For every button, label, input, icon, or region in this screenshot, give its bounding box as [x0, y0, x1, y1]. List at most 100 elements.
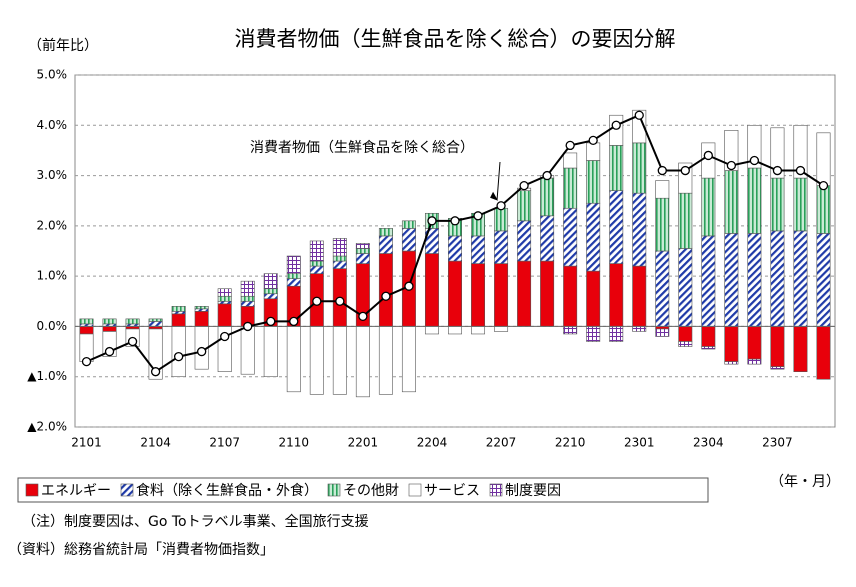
bar-segment: [517, 260, 532, 327]
bar-segment: [793, 230, 808, 327]
bar-segment: [609, 114, 624, 146]
bar-segment: [816, 233, 831, 327]
bar-segment: [217, 303, 232, 327]
bar-segment: [378, 326, 393, 395]
bar-segment: [816, 132, 831, 186]
bar-segment: [194, 308, 209, 312]
x-tick-label: 2301: [624, 436, 655, 450]
legend-swatch: [408, 483, 422, 497]
cpi-marker: [150, 367, 161, 377]
bar-segment: [378, 228, 393, 237]
legend-swatch: [25, 483, 39, 497]
bar-segment: [586, 270, 601, 327]
cpi-marker: [404, 281, 414, 291]
cpi-marker: [81, 356, 92, 367]
cpi-marker: [680, 165, 690, 176]
bar-segment: [678, 341, 693, 347]
bar-segment: [424, 253, 439, 327]
x-tick-label: 2304: [693, 436, 724, 450]
cpi-marker: [542, 170, 552, 181]
bar-segment: [355, 253, 370, 264]
bar-segment: [609, 326, 624, 342]
bar-segment: [355, 243, 370, 249]
bar-segment: [724, 130, 739, 171]
bar-segment: [632, 192, 647, 267]
bar-segment: [793, 177, 808, 232]
bar-segment: [471, 326, 486, 335]
bar-segment: [332, 255, 347, 262]
cpi-marker: [381, 291, 391, 301]
bar-segment: [701, 346, 716, 350]
note: （注）制度要因は、Go Toトラベル事業、全国旅行支援: [22, 513, 369, 530]
line-annotation: 消費者物価（生鮮食品を除く総合）: [250, 139, 474, 156]
bar-segment: [401, 326, 416, 393]
x-tick-label: 2307: [762, 436, 793, 450]
x-tick-label: 2204: [417, 436, 448, 450]
bar-segment: [448, 260, 462, 327]
cpi-marker: [289, 316, 299, 327]
bar-segment: [655, 180, 670, 199]
cpi-marker: [173, 351, 184, 362]
bar-segment: [471, 235, 486, 264]
bar-segment: [816, 185, 831, 234]
bar-segment: [701, 142, 716, 179]
y-tick-label: ▲2.0%: [27, 420, 67, 434]
legend-label: 食料（除く生鮮食品・外食）: [136, 482, 318, 499]
bar-segment: [263, 326, 278, 378]
bar-segment: [494, 326, 509, 332]
x-tick-label: 2201: [348, 436, 379, 450]
bar-segment: [563, 326, 578, 335]
x-axis-label: （年・月）: [770, 474, 840, 490]
cpi-marker: [634, 110, 644, 120]
bar-segment: [148, 318, 163, 322]
bar-segment: [586, 160, 601, 204]
bar-segment: [747, 167, 762, 234]
cpi-marker: [818, 180, 829, 191]
bar-segment: [194, 306, 209, 310]
cpi-marker: [703, 150, 713, 161]
annotation-arrow: [496, 161, 501, 200]
bar-segment: [332, 238, 347, 257]
bar-segment: [424, 326, 439, 335]
x-tick-label: 2207: [486, 436, 517, 450]
bar-segment: [632, 265, 647, 327]
bar-segment: [263, 273, 278, 290]
bar-segment: [793, 326, 808, 372]
bar-segment: [494, 230, 509, 264]
bar-segment: [125, 318, 140, 325]
cpi-marker: [335, 296, 345, 306]
bar-segment: [332, 326, 347, 395]
bar-segment: [286, 255, 301, 274]
bar-segment: [747, 233, 762, 327]
bar-segment: [171, 313, 186, 327]
bar-segment: [263, 288, 278, 295]
bar-segment: [586, 142, 601, 161]
legend-label: サービス: [424, 483, 480, 499]
cpi-marker: [473, 211, 483, 221]
cpi-marker: [312, 296, 322, 306]
bar-segment: [217, 300, 232, 305]
x-tick-label: 2110: [279, 436, 310, 450]
bar-segment: [401, 228, 416, 252]
bar-segment: [655, 328, 670, 337]
cpi-marker: [657, 165, 667, 176]
legend-label: エネルギー: [41, 483, 111, 499]
bar-segment: [171, 311, 186, 315]
bar-segment: [148, 321, 163, 327]
bar-segment: [517, 220, 532, 262]
y-tick-label: 5.0%: [37, 68, 68, 82]
bar-segment: [609, 263, 624, 327]
bar-segment: [79, 326, 94, 335]
bar-segment: [309, 260, 324, 267]
bar-segment: [563, 167, 578, 209]
bar-segment: [309, 240, 324, 262]
cpi-marker: [220, 331, 230, 342]
cpi-marker: [772, 165, 783, 176]
bar-segment: [471, 263, 486, 327]
bar-segment: [378, 235, 393, 254]
bar-segment: [102, 326, 117, 332]
legend-label: その他財: [343, 483, 399, 499]
bar-segment: [217, 295, 232, 302]
bar-segment: [770, 127, 785, 179]
